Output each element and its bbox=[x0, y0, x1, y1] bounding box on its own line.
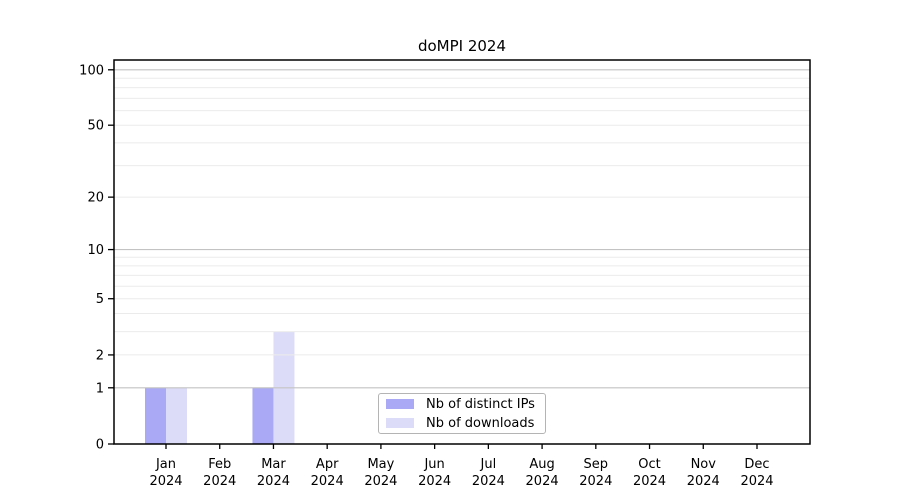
x-tick-label-year: 2024 bbox=[149, 474, 182, 489]
x-tick-label-year: 2024 bbox=[579, 474, 612, 489]
x-tick-label-month: Aug bbox=[529, 457, 554, 472]
y-tick-label: 100 bbox=[79, 63, 104, 78]
x-tick-label-month: Nov bbox=[691, 457, 717, 472]
legend-label-downloads: Nb of downloads bbox=[426, 415, 535, 431]
legend-label-distinct-ips: Nb of distinct IPs bbox=[426, 396, 535, 412]
x-tick-label-year: 2024 bbox=[526, 474, 559, 489]
x-tick-label-year: 2024 bbox=[472, 474, 505, 489]
x-tick-label-year: 2024 bbox=[418, 474, 451, 489]
x-tick-label-month: Apr bbox=[316, 457, 339, 472]
y-tick-label: 10 bbox=[87, 243, 104, 258]
x-tick-label-month: Oct bbox=[638, 457, 660, 472]
x-tick-label-month: Mar bbox=[261, 457, 286, 472]
y-tick-label: 0 bbox=[96, 438, 104, 453]
plot-border bbox=[113, 59, 811, 445]
x-tick-label-month: Jan bbox=[155, 457, 176, 472]
x-tick-label-year: 2024 bbox=[203, 474, 236, 489]
x-tick-label-month: Feb bbox=[208, 457, 231, 472]
legend-item-distinct-ips: Nb of distinct IPs bbox=[386, 397, 537, 412]
x-tick-label-year: 2024 bbox=[633, 474, 666, 489]
legend-item-downloads: Nb of downloads bbox=[386, 416, 537, 431]
x-tick-label-month: Sep bbox=[584, 457, 609, 472]
x-tick-label-year: 2024 bbox=[257, 474, 290, 489]
legend-swatch-distinct-ips bbox=[386, 399, 414, 409]
x-tick-label-year: 2024 bbox=[364, 474, 397, 489]
y-tick-label: 5 bbox=[96, 292, 104, 307]
y-tick-label: 1 bbox=[96, 381, 104, 396]
x-tick-label-year: 2024 bbox=[740, 474, 773, 489]
x-tick-label-month: May bbox=[367, 457, 394, 472]
bar-nb-of-downloads-jan bbox=[166, 387, 187, 444]
bar-nb-of-distinct-ips-mar bbox=[252, 387, 274, 444]
legend-swatch-downloads bbox=[386, 418, 414, 428]
y-tick-label: 2 bbox=[96, 348, 104, 363]
y-tick-label: 20 bbox=[87, 191, 104, 206]
bar-nb-of-distinct-ips-jan bbox=[145, 387, 166, 444]
x-tick-label-month: Jul bbox=[480, 457, 497, 472]
x-tick-label-year: 2024 bbox=[311, 474, 344, 489]
x-tick-label-month: Dec bbox=[744, 457, 769, 472]
x-tick-label-year: 2024 bbox=[687, 474, 720, 489]
chart-title: doMPI 2024 bbox=[417, 37, 507, 55]
legend: Nb of distinct IPs Nb of downloads bbox=[378, 393, 546, 434]
y-tick-label: 50 bbox=[87, 119, 104, 134]
x-tick-label-month: Jun bbox=[423, 457, 444, 472]
